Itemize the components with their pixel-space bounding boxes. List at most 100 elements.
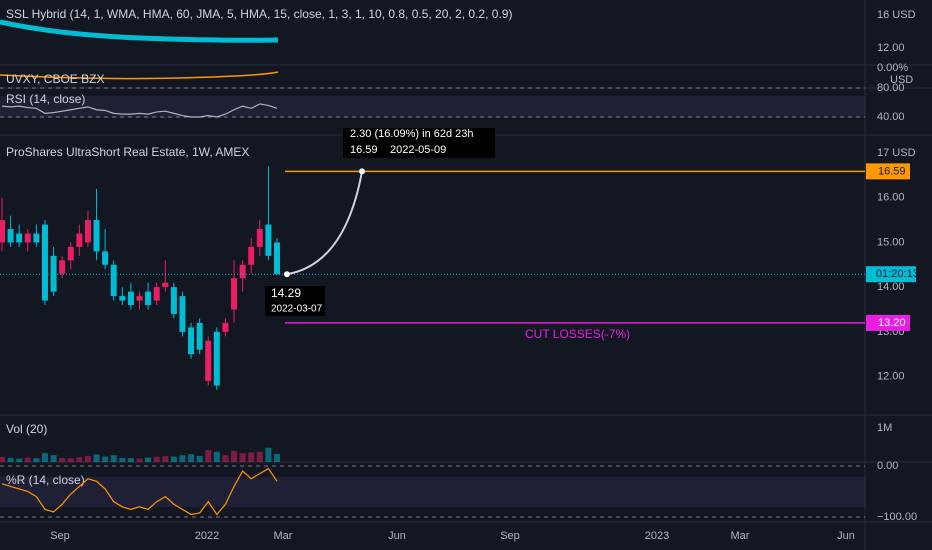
candle-body [153, 287, 160, 301]
y-tick-label: 40.00 [877, 111, 905, 123]
ssl-tick: 12.00 [877, 42, 905, 54]
target-gain: 2.30 (16.09%) in 62d 23h [350, 128, 474, 140]
target-badge [866, 163, 910, 180]
volume-bar [7, 457, 14, 462]
target-callout [343, 128, 495, 158]
volume-bar [16, 458, 23, 462]
candle-body [188, 327, 195, 355]
candle-body [7, 229, 14, 243]
volume-bar [170, 456, 177, 462]
y-tick-label: 80.00 [877, 82, 905, 94]
candle-body [179, 296, 186, 332]
volume-bar [248, 452, 255, 462]
projection-arrow [286, 171, 363, 276]
volume-bar [153, 456, 160, 462]
uvxy-tick: USD [890, 74, 913, 86]
y-tick-label: 16.00 [877, 192, 905, 204]
x-tick-label: Jun [837, 530, 855, 542]
ssl-label: SSL Hybrid (14, 1, WMA, HMA, 60, JMA, 5,… [6, 7, 512, 21]
candle-body [248, 246, 255, 265]
volume-bar [102, 456, 109, 462]
candle-body [0, 220, 5, 243]
volume-bar [145, 457, 152, 462]
volume-bar [59, 457, 66, 462]
candle-body [41, 224, 48, 301]
wr-band [0, 477, 865, 507]
x-tick-label: Mar [274, 530, 293, 542]
volume-bar [162, 456, 169, 462]
current-date: 2022-03-07 [271, 304, 323, 315]
candle-body [222, 322, 229, 332]
volume-bar [33, 458, 40, 462]
candle-body [256, 229, 263, 247]
uvxy-tick: 0.00% [877, 62, 908, 74]
volume-bar [239, 453, 246, 462]
volume-bar [50, 455, 57, 462]
candle-body [145, 291, 152, 306]
y-tick-label: 0.00 [877, 460, 898, 472]
candle-body [196, 322, 203, 350]
y-tick-label: −100.00 [877, 511, 917, 523]
volume-bar [110, 455, 117, 462]
rsi-label: RSI (14, close) [6, 92, 85, 106]
candle-body [119, 296, 126, 301]
current-callout [265, 286, 325, 316]
volume-bar [0, 456, 5, 462]
stop-note: CUT LOSSES(-7%) [525, 327, 630, 341]
candle-body [16, 233, 23, 243]
volume-bar [188, 454, 195, 462]
volume-bar [84, 455, 91, 462]
volume-bar [213, 451, 220, 462]
volume-bar [119, 457, 126, 462]
y-tick-label: 14.00 [877, 281, 905, 293]
volume-bar [93, 454, 100, 462]
volume-bar [24, 457, 31, 462]
y-tick-label: 17 USD [877, 147, 916, 159]
volume-bar [41, 453, 48, 462]
y-tick-label: 12.00 [877, 370, 905, 382]
volume-bar [67, 458, 74, 462]
candle-body [110, 264, 117, 297]
candle-body [231, 278, 238, 310]
anchor [359, 168, 365, 175]
target-date: 2022-05-09 [390, 144, 446, 156]
x-tick-label: Sep [500, 530, 520, 542]
x-tick-label: Sep [50, 530, 70, 542]
wr-label: %R (14, close) [6, 473, 85, 487]
current-badge [866, 266, 916, 283]
volume-bar [196, 455, 203, 462]
rsi-line [1, 103, 278, 118]
candle-body [76, 233, 83, 247]
candle-body [213, 331, 220, 386]
volume-bar [265, 447, 272, 462]
target-value: 16.59 [350, 144, 378, 156]
vol-label: Vol (20) [6, 422, 47, 436]
volume-bar [205, 450, 212, 462]
candle-body [239, 264, 246, 279]
y-tick-label: 15.00 [877, 236, 905, 248]
candle-body [265, 224, 272, 256]
volume-bar [222, 455, 229, 462]
y-tick-label: 1M [877, 422, 892, 434]
target-price: 16.59 [878, 165, 906, 177]
current-value: 14.29 [271, 286, 301, 300]
volume-bar [179, 455, 186, 462]
volume-bar [231, 450, 238, 462]
x-tick-label: Jun [388, 530, 406, 542]
ssl-band [0, 19, 279, 43]
candle-body [274, 242, 280, 275]
rsi-band [0, 96, 865, 118]
x-tick-label: Mar [731, 530, 750, 542]
ssl-tick: 16 USD [877, 9, 916, 21]
candle-body [67, 246, 74, 261]
candle-body [127, 291, 134, 306]
candle-body [24, 233, 31, 243]
candle-body [205, 340, 212, 382]
candle-body [59, 260, 66, 274]
candle-body [33, 233, 40, 243]
candle-body [170, 287, 177, 314]
candle-body [136, 296, 143, 301]
uvxy-line [0, 71, 279, 80]
